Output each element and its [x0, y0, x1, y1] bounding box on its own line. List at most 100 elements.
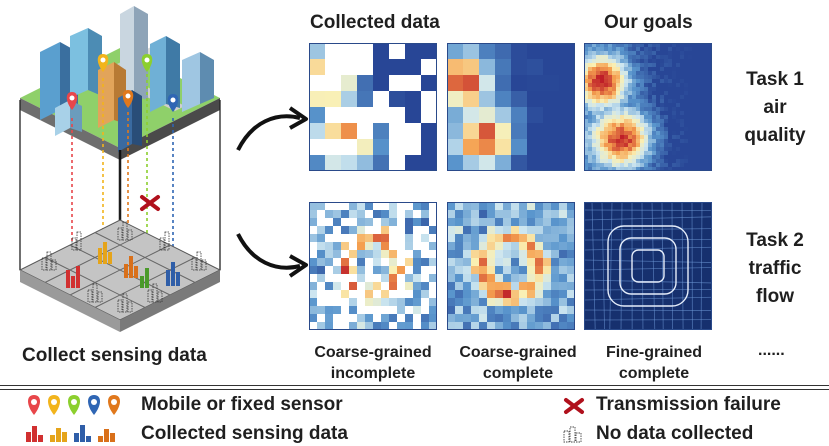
heat-cell [333, 266, 342, 275]
heat-cell [688, 43, 693, 48]
heat-cell [672, 155, 677, 160]
heat-cell [652, 103, 657, 108]
heat-cell [640, 151, 645, 156]
heat-cell [628, 115, 633, 120]
heat-cell [543, 266, 552, 275]
heat-cell [664, 131, 669, 136]
heat-cell [421, 226, 430, 235]
heat-cell [600, 55, 605, 60]
heat-cell [397, 290, 406, 299]
heat-cell [551, 234, 560, 243]
heat-cell [680, 43, 685, 48]
heat-cell [584, 131, 589, 136]
heat-cell [405, 250, 414, 259]
heat-cell [455, 274, 464, 283]
heat-cell [588, 151, 593, 156]
heat-cell [421, 155, 437, 171]
heat-cell [341, 210, 350, 219]
heat-cell [628, 47, 633, 52]
heat-cell [604, 59, 609, 64]
heat-cell [668, 99, 673, 104]
heat-frame [584, 43, 712, 171]
heat-cell [624, 163, 629, 168]
heat-cell [660, 151, 665, 156]
heat-cell [503, 282, 512, 291]
bar-icon [62, 432, 67, 442]
heat-cell [511, 258, 520, 267]
heat-cell [652, 95, 657, 100]
heat-cell [628, 71, 633, 76]
heat-cell [708, 55, 712, 60]
heat-cell [592, 63, 597, 68]
heat-cell [447, 306, 456, 315]
heat-cell [620, 51, 625, 56]
heat-cell [656, 75, 661, 80]
heat-cell [357, 282, 366, 291]
heat-cell [325, 242, 334, 251]
heat-cell [652, 59, 657, 64]
heat-cell [660, 131, 665, 136]
heat-cell [567, 234, 575, 243]
heat-cell [309, 298, 318, 307]
heat-cell [636, 111, 641, 116]
heat-cell [620, 91, 625, 96]
heat-cell [632, 71, 637, 76]
heat-cell [696, 159, 701, 164]
heat-cell [584, 87, 589, 92]
heat-cell [620, 55, 625, 60]
heat-cell [668, 155, 673, 160]
heat-cell [389, 123, 406, 140]
heat-cell [628, 51, 633, 56]
heat-cell [700, 147, 705, 152]
heat-cell [600, 87, 605, 92]
heat-cell [688, 55, 693, 60]
heat-cell [429, 242, 437, 251]
heat-cell [652, 159, 657, 164]
heat-cell [317, 258, 326, 267]
heat-cell [636, 163, 641, 168]
heat-cell [668, 167, 673, 171]
heat-cell [365, 322, 374, 330]
heat-cell [511, 250, 520, 259]
heat-cell [447, 218, 456, 227]
heat-cell [624, 63, 629, 68]
heat-cell [349, 202, 358, 211]
heat-cell [692, 75, 697, 80]
heat-cell [365, 242, 374, 251]
heat-cell [704, 67, 709, 72]
heat-cell [676, 79, 681, 84]
heat-cell [421, 218, 430, 227]
heat-cell [680, 123, 685, 128]
heat-cell [405, 282, 414, 291]
heat-cell [672, 43, 677, 48]
heat-cell [495, 250, 504, 259]
heat-cell [596, 75, 601, 80]
heat-cell [672, 115, 677, 120]
heat-cell [600, 83, 605, 88]
heat-cell [463, 266, 472, 275]
heat-cell [700, 103, 705, 108]
heat-cell [628, 143, 633, 148]
heat-cell [676, 123, 681, 128]
heat-cell [620, 59, 625, 64]
heat-cell [628, 119, 633, 124]
heat-cell [656, 115, 661, 120]
heat-cell [471, 210, 480, 219]
heat-cell [455, 234, 464, 243]
heat-cell [543, 306, 552, 315]
heat-cell [341, 250, 350, 259]
heat-cell [672, 87, 677, 92]
heat-cell [632, 127, 637, 132]
heat-cell [628, 111, 633, 116]
heat-cell [620, 147, 625, 152]
heat-cell [567, 258, 575, 267]
heat-cell [604, 103, 609, 108]
heat-cell [317, 226, 326, 235]
heat-cell [704, 127, 709, 132]
heat-cell [668, 159, 673, 164]
road-line [584, 209, 712, 211]
heat-cell [708, 155, 712, 160]
heat-cell [588, 163, 593, 168]
heat-cell [688, 111, 693, 116]
heat-cell [357, 123, 374, 140]
